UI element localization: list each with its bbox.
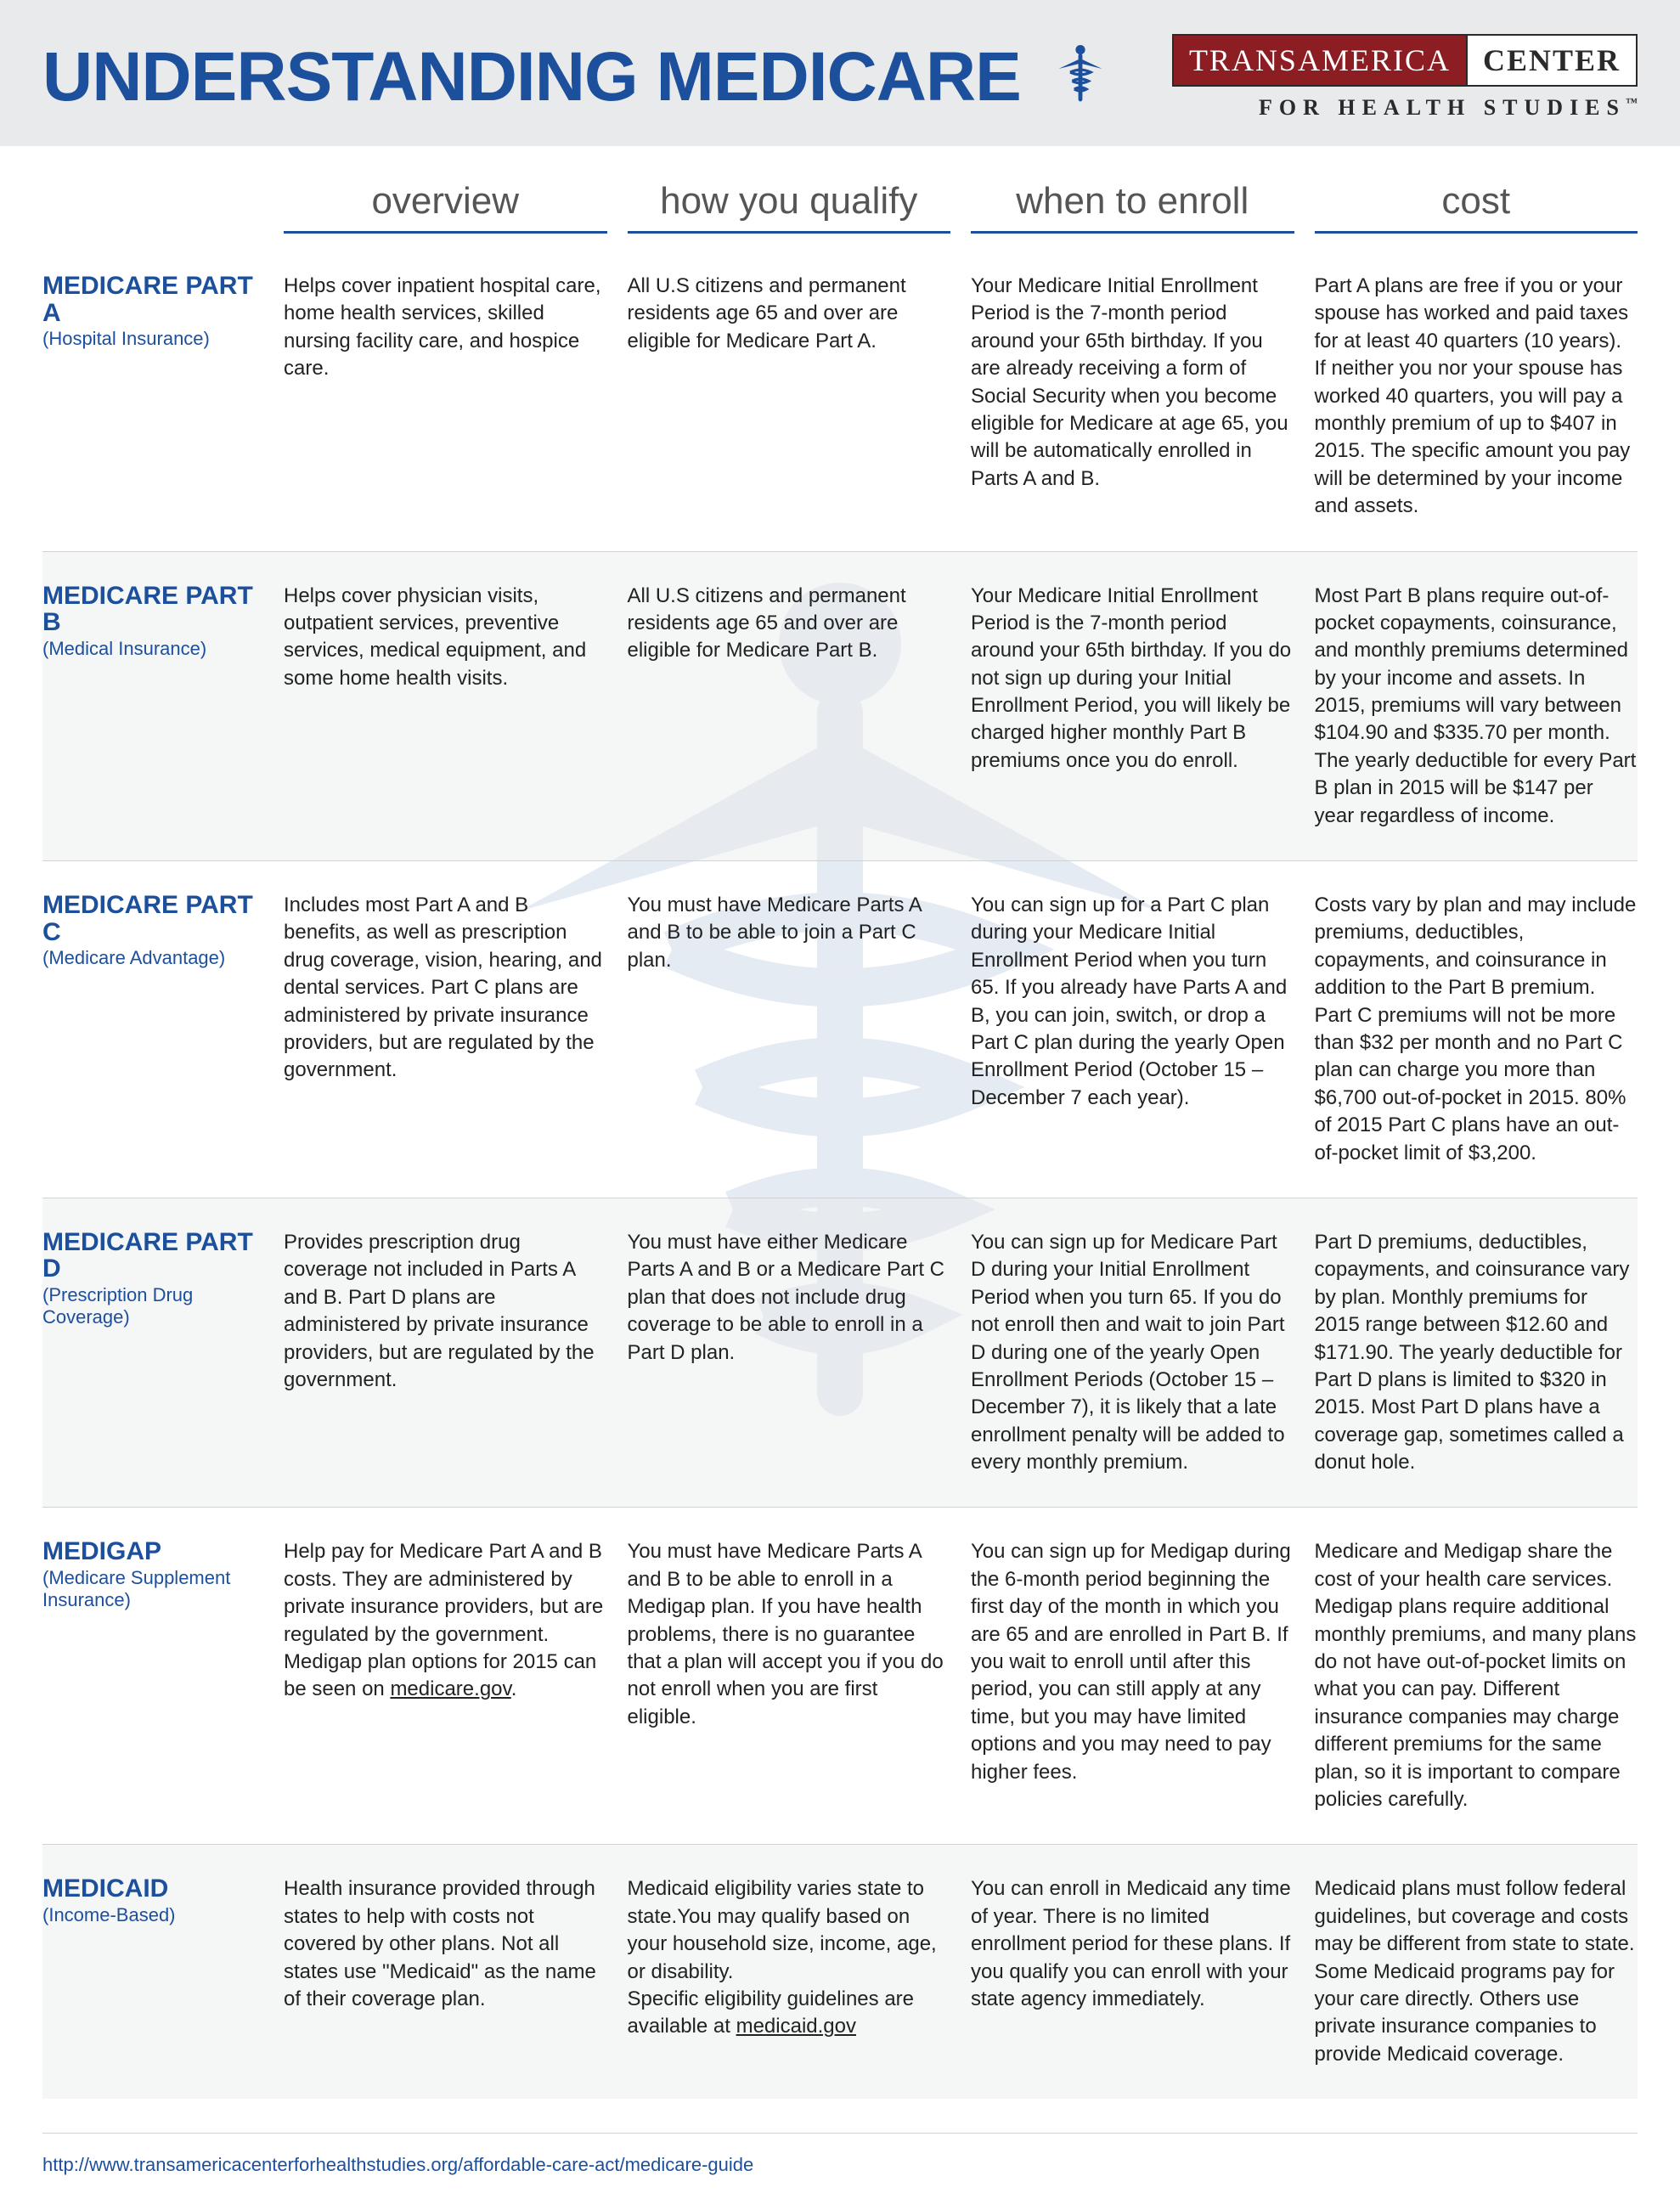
cell-enroll: You can sign up for Medicare Part D duri… <box>971 1229 1294 1477</box>
cell-overview: Help pay for Medicare Part A and B costs… <box>284 1538 607 1813</box>
page: UNDERSTANDING MEDICARE TRANSAMERICA CENT… <box>0 0 1680 2210</box>
cell-cost: Most Part B plans require out-of-pocket … <box>1315 583 1638 831</box>
cell-qualify: You must have Medicare Parts A and B to … <box>628 1538 951 1813</box>
logo-text-right: CENTER <box>1466 34 1638 87</box>
row-sub: (Medical Insurance) <box>42 638 263 660</box>
row-name: MEDICARE PART D <box>42 1229 263 1283</box>
cell-enroll: Your Medicare Initial Enrollment Period … <box>971 583 1294 831</box>
row-label: MEDICARE PART A (Hospital Insurance) <box>42 273 263 521</box>
footer-url: http://www.transamericacenterforhealthst… <box>42 2133 1638 2210</box>
content-grid: overview how you qualify when to enroll … <box>0 146 1680 2116</box>
cell-cost: Medicare and Medigap share the cost of y… <box>1315 1538 1638 1813</box>
col-cost: cost <box>1315 180 1638 234</box>
col-qualify: how you qualify <box>628 180 951 234</box>
cell-qualify: All U.S citizens and permanent residents… <box>628 583 951 831</box>
row-part-a: MEDICARE PART A (Hospital Insurance) Hel… <box>42 242 1638 552</box>
cell-qualify: All U.S citizens and permanent residents… <box>628 273 951 521</box>
cell-qualify: You must have either Medicare Parts A an… <box>628 1229 951 1477</box>
brand-logo: TRANSAMERICA CENTER FOR HEALTH STUDIES <box>1172 34 1638 121</box>
cell-overview: Helps cover inpatient hospital care, hom… <box>284 273 607 521</box>
caduceus-icon <box>1046 42 1114 114</box>
row-part-c: MEDICARE PART C (Medicare Advantage) Inc… <box>42 861 1638 1198</box>
cell-overview: Health insurance provided through states… <box>284 1875 607 2068</box>
logo-text-left: TRANSAMERICA <box>1172 34 1466 87</box>
logo-subtitle: FOR HEALTH STUDIES <box>1172 95 1638 121</box>
row-name: MEDICAID <box>42 1875 263 1903</box>
row-medigap: MEDIGAP (Medicare Supplement Insurance) … <box>42 1508 1638 1845</box>
cell-qualify: Medicaid eligibility varies state to sta… <box>628 1875 951 2068</box>
row-label: MEDICARE PART B (Medical Insurance) <box>42 583 263 831</box>
row-medicaid: MEDICAID (Income-Based) Health insurance… <box>42 1845 1638 2099</box>
cell-overview: Includes most Part A and B benefits, as … <box>284 892 607 1167</box>
cell-enroll: You can sign up for Medigap during the 6… <box>971 1538 1294 1813</box>
cell-enroll: You can enroll in Medicaid any time of y… <box>971 1875 1294 2068</box>
row-label: MEDICARE PART D (Prescription Drug Cover… <box>42 1229 263 1477</box>
row-name: MEDIGAP <box>42 1538 263 1565</box>
row-name: MEDICARE PART A <box>42 273 263 326</box>
row-name: MEDICARE PART B <box>42 583 263 636</box>
cell-cost: Medicaid plans must follow federal guide… <box>1315 1875 1638 2068</box>
row-sub: (Income-Based) <box>42 1904 263 1926</box>
rows: MEDICARE PART A (Hospital Insurance) Hel… <box>42 242 1638 2099</box>
col-overview: overview <box>284 180 607 234</box>
cell-cost: Costs vary by plan and may include premi… <box>1315 892 1638 1167</box>
row-sub: (Hospital Insurance) <box>42 328 263 350</box>
row-sub: (Prescription Drug Coverage) <box>42 1284 263 1328</box>
row-sub: (Medicare Supplement Insurance) <box>42 1567 263 1611</box>
col-enroll: when to enroll <box>971 180 1294 234</box>
cell-enroll: Your Medicare Initial Enrollment Period … <box>971 273 1294 521</box>
row-part-b: MEDICARE PART B (Medical Insurance) Help… <box>42 552 1638 862</box>
cell-cost: Part D premiums, deductibles, copayments… <box>1315 1229 1638 1477</box>
cell-overview: Provides prescription drug coverage not … <box>284 1229 607 1477</box>
column-headers: overview how you qualify when to enroll … <box>42 180 1638 242</box>
header-bar: UNDERSTANDING MEDICARE TRANSAMERICA CENT… <box>0 0 1680 146</box>
row-part-d: MEDICARE PART D (Prescription Drug Cover… <box>42 1198 1638 1508</box>
row-label: MEDIGAP (Medicare Supplement Insurance) <box>42 1538 263 1813</box>
row-sub: (Medicare Advantage) <box>42 947 263 969</box>
cell-enroll: You can sign up for a Part C plan during… <box>971 892 1294 1167</box>
cell-cost: Part A plans are free if you or your spo… <box>1315 273 1638 521</box>
cell-overview: Helps cover physician visits, outpatient… <box>284 583 607 831</box>
title-wrap: UNDERSTANDING MEDICARE <box>42 37 1114 117</box>
row-label: MEDICAID (Income-Based) <box>42 1875 263 2068</box>
cell-qualify: You must have Medicare Parts A and B to … <box>628 892 951 1167</box>
row-label: MEDICARE PART C (Medicare Advantage) <box>42 892 263 1167</box>
page-title: UNDERSTANDING MEDICARE <box>42 37 1021 117</box>
row-name: MEDICARE PART C <box>42 892 263 945</box>
